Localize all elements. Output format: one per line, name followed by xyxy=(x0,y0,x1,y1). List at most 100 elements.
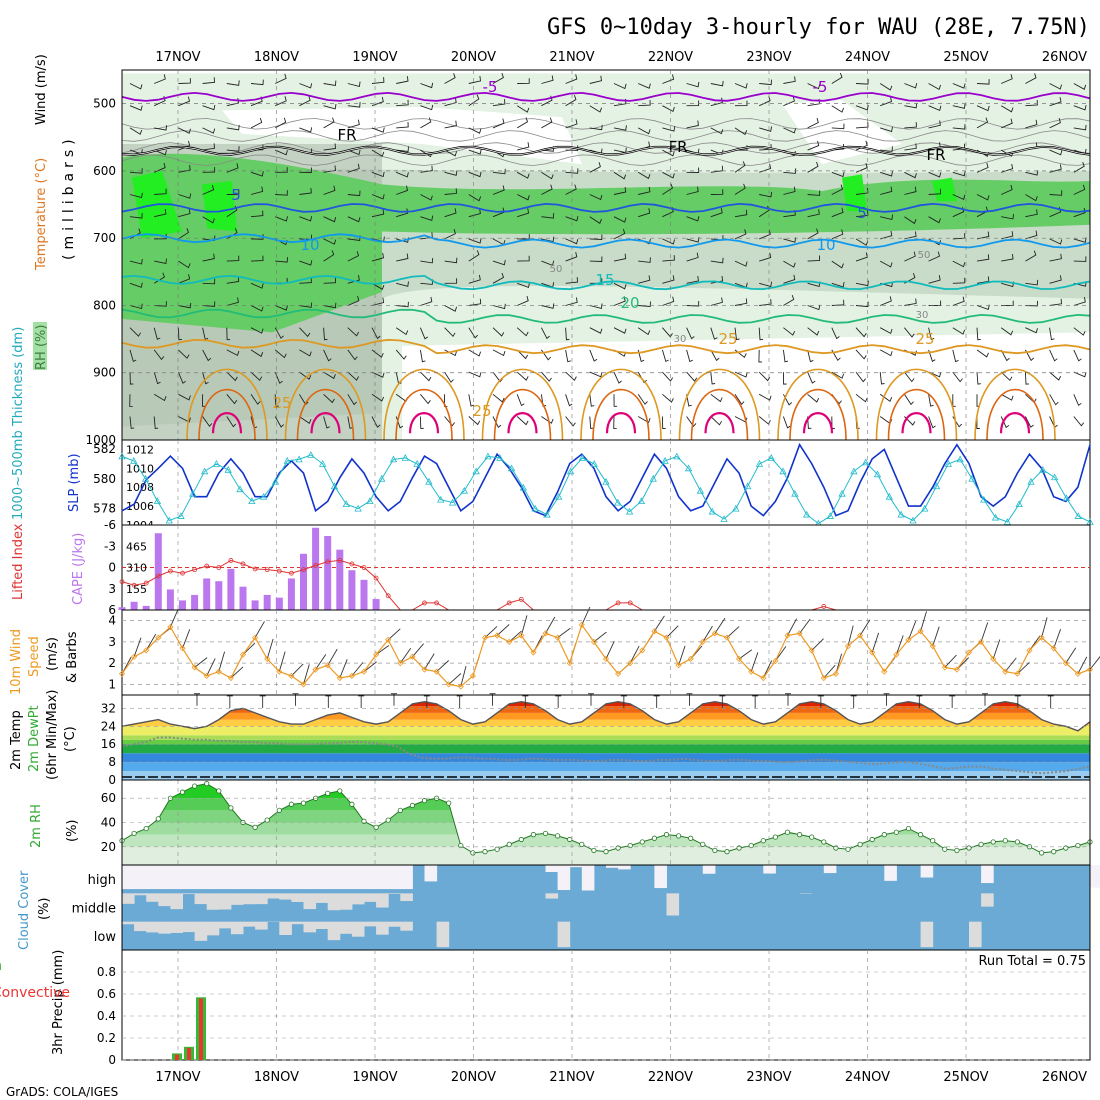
wind-barb xyxy=(1025,73,1037,84)
wind-speed-point xyxy=(252,634,259,641)
li-point xyxy=(313,562,319,568)
wind-speed-point xyxy=(602,655,610,662)
wind-speed-point xyxy=(118,670,126,677)
wind-barb xyxy=(1073,327,1086,336)
wind-barb xyxy=(976,105,990,112)
wind-barb xyxy=(904,371,915,383)
wind-barb xyxy=(710,189,724,195)
wind-barb-10m xyxy=(496,624,510,636)
rh-point xyxy=(917,832,924,838)
temp-axis-label: (6hr Min/Max) xyxy=(45,690,60,780)
wind-speed-point xyxy=(929,643,936,650)
wind-barb xyxy=(371,327,381,340)
contour-label: -5 xyxy=(483,78,498,96)
cape-bar xyxy=(130,601,138,610)
wind-barb-10m xyxy=(218,651,226,672)
wind-barb xyxy=(420,394,431,405)
wind-label: Wind (m/s) xyxy=(34,54,49,125)
wind-speed-point xyxy=(433,668,440,675)
wind-barb xyxy=(178,228,190,240)
wind-barb xyxy=(831,282,845,288)
wind-barb xyxy=(153,371,161,385)
wind-barb xyxy=(734,371,748,378)
thickness-point xyxy=(248,497,256,505)
wind-barb xyxy=(831,123,845,130)
wind-barb-10m xyxy=(266,638,274,660)
cloud-gap xyxy=(969,921,982,948)
wind-barb xyxy=(1000,105,1014,113)
temp-axis-label: (°C) xyxy=(63,726,78,752)
thickness-point xyxy=(1015,500,1023,508)
wind-barb xyxy=(565,297,578,306)
wind-barb xyxy=(347,327,359,337)
wind-barb-10m xyxy=(702,625,713,643)
rh-point xyxy=(385,817,391,823)
date-label-bottom: 23NOV xyxy=(746,1070,791,1085)
cloud-gap xyxy=(388,893,401,894)
wind-barb xyxy=(468,394,475,407)
wind-barb xyxy=(517,282,530,288)
cloud-gap xyxy=(291,865,304,890)
precip-convective-bar xyxy=(199,998,203,1060)
wind-barb xyxy=(129,259,143,265)
wind-barb xyxy=(638,301,651,307)
wind-barb xyxy=(686,167,700,173)
wind-barb xyxy=(419,416,424,429)
wind-barb xyxy=(371,252,385,262)
thickness-point xyxy=(602,477,610,485)
wind-barb-10m xyxy=(654,615,665,632)
rh-point xyxy=(869,836,875,843)
wind-barb xyxy=(323,250,335,262)
wind-speed-point xyxy=(385,636,392,643)
wind-speed-point xyxy=(675,662,682,669)
temp-stripe xyxy=(122,726,1090,736)
wind-barb xyxy=(516,327,529,337)
cape-bar xyxy=(312,527,320,610)
wind-barb xyxy=(226,189,240,195)
wind-barb xyxy=(831,371,845,379)
temp-contour-25 xyxy=(383,368,465,441)
wind-barb xyxy=(299,327,311,338)
thickness-tick-label: 582 xyxy=(93,442,116,456)
li-point xyxy=(301,567,306,573)
wind-barb xyxy=(226,416,237,428)
contour-label: FR xyxy=(337,126,356,144)
wind-panel: 1 2 3 4 10m Wind Speed (m/s) & Barbs xyxy=(9,606,1100,696)
wind-barb xyxy=(565,238,579,245)
date-label-bottom: 21NOV xyxy=(549,1070,594,1085)
wind-barb xyxy=(928,171,942,178)
cloud-gap xyxy=(557,865,571,891)
wind-barb-10m xyxy=(1053,628,1062,649)
temp-contour-30 xyxy=(493,388,552,441)
cape-bar xyxy=(287,578,295,610)
li-axis-label: Lifted Index xyxy=(11,523,26,600)
wind-barb-10m xyxy=(799,618,811,634)
li-point xyxy=(422,600,427,606)
wind-barb xyxy=(976,254,990,262)
wind-barb xyxy=(419,327,429,340)
wind-speed-point xyxy=(578,621,585,628)
thickness-point xyxy=(425,477,433,485)
temp-maxmin-bar xyxy=(653,695,660,708)
wind-barb-10m xyxy=(605,641,615,660)
temp-contour-30 xyxy=(395,388,453,441)
cloud-gap xyxy=(267,893,280,899)
wind-barb xyxy=(129,228,141,240)
wind-barb xyxy=(517,295,529,306)
wind-barb xyxy=(299,277,312,284)
thickness-point xyxy=(200,467,209,475)
slp-y-label-right: SLP (mb) xyxy=(67,453,82,512)
rh-panel: 20 40 60 2m RH (%) xyxy=(29,779,1093,866)
wind-tick-label: 2 xyxy=(108,656,116,670)
wind-barb xyxy=(226,228,238,240)
wind-barb-10m xyxy=(520,615,528,636)
wind-barb xyxy=(274,416,285,428)
wind-speed-point xyxy=(530,649,537,656)
rh-point xyxy=(409,802,415,809)
wind-barb xyxy=(734,209,748,218)
cape-bar xyxy=(360,579,368,610)
rh-point xyxy=(930,838,936,844)
wind-barb xyxy=(202,349,212,362)
wind-barb xyxy=(226,394,238,405)
wind-barb xyxy=(347,216,361,223)
